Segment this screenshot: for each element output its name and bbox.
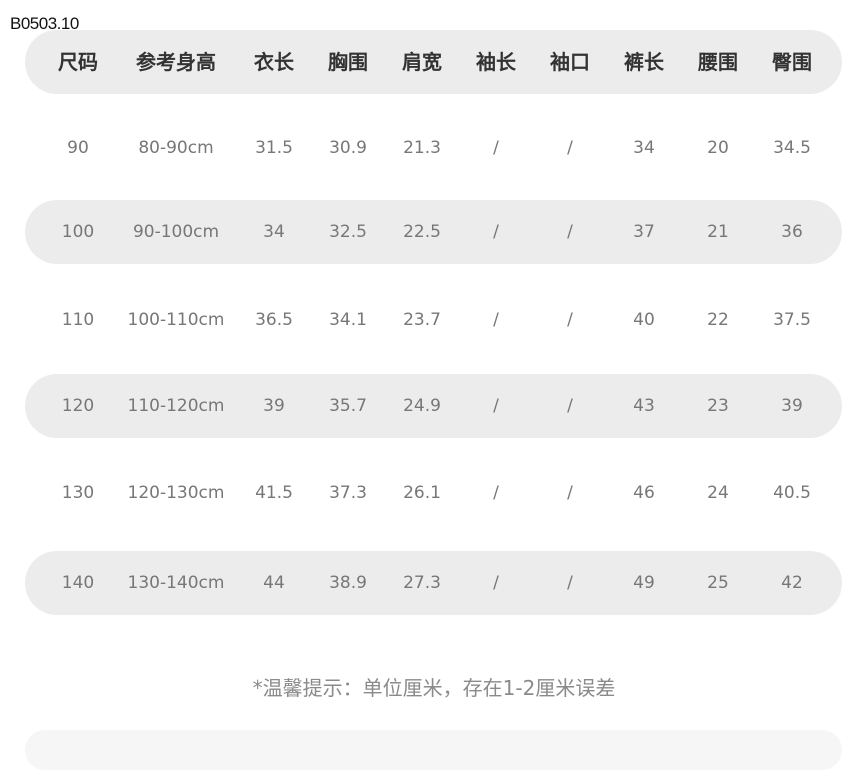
table-cell: 34.5 [773,138,811,158]
decorative-band [25,730,842,770]
table-cell: 80-90cm [138,138,214,158]
column-header: 尺码 [58,50,98,74]
table-cell: 37.3 [329,483,367,503]
table-row: 120 110-120cm 39 35.7 24.9 / / 43 23 39 [0,374,868,438]
table-cell: 46 [633,483,655,503]
column-header: 参考身高 [136,50,216,74]
table-cell: / [493,222,499,242]
table-cell: 25 [707,573,729,593]
table-cell: / [567,483,573,503]
table-cell: 30.9 [329,138,367,158]
table-header: 尺码 参考身高 衣长 胸围 肩宽 袖长 袖口 裤长 腰围 臀围 [0,30,868,94]
table-row: 140 130-140cm 44 38.9 27.3 / / 49 25 42 [0,551,868,615]
table-cell: 22 [707,310,729,330]
column-header: 袖长 [476,50,516,74]
product-code: B0503.10 [10,14,79,33]
table-row: 90 80-90cm 31.5 30.9 21.3 / / 34 20 34.5 [0,116,868,180]
table-cell: 24.9 [403,396,441,416]
table-cell: 100-110cm [127,310,225,330]
column-header: 肩宽 [402,50,442,74]
table-cell: 120 [61,396,95,416]
table-cell: / [567,396,573,416]
table-cell: / [567,138,573,158]
table-cell: 39 [263,396,285,416]
table-cell: 40 [633,310,655,330]
table-cell: 36.5 [255,310,293,330]
table-cell: / [493,310,499,330]
column-header: 裤长 [624,50,664,74]
table-row: 110 100-110cm 36.5 34.1 23.7 / / 40 22 37.5 [0,288,868,352]
table-cell: 37.5 [773,310,811,330]
table-cell: 110 [61,310,95,330]
table-cell: 35.7 [329,396,367,416]
table-cell: 90-100cm [132,222,220,242]
table-cell: 22.5 [403,222,441,242]
table-cell: 43 [633,396,655,416]
table-cell: 120-130cm [127,483,225,503]
table-cell: 140 [61,573,95,593]
table-cell: 24 [707,483,729,503]
table-cell: 34 [263,222,285,242]
table-cell: / [493,483,499,503]
column-header: 衣长 [254,50,294,74]
table-cell: 49 [633,573,655,593]
table-cell: 39 [781,396,803,416]
row-background [25,551,842,615]
table-cell: 23.7 [403,310,441,330]
table-cell: 38.9 [329,573,367,593]
row-background [25,30,842,94]
table-cell: 42 [781,573,803,593]
table-cell: / [567,310,573,330]
table-cell: 27.3 [403,573,441,593]
table-cell: 26.1 [403,483,441,503]
table-cell: 40.5 [773,483,811,503]
column-header: 袖口 [550,50,590,74]
table-cell: / [567,222,573,242]
table-cell: 21 [707,222,729,242]
column-header: 腰围 [698,50,738,74]
table-cell: 130 [61,483,95,503]
table-cell: 23 [707,396,729,416]
table-cell: / [567,573,573,593]
row-background [25,374,842,438]
table-row: 100 90-100cm 34 32.5 22.5 / / 37 21 36 [0,200,868,264]
table-cell: / [493,573,499,593]
table-cell: 34 [633,138,655,158]
table-row: 130 120-130cm 41.5 37.3 26.1 / / 46 24 40.5 [0,461,868,525]
table-cell: 90 [67,138,89,158]
table-cell: 41.5 [255,483,293,503]
row-background [25,200,842,264]
table-cell: 32.5 [329,222,367,242]
table-cell: 34.1 [329,310,367,330]
measurement-note: *温馨提示：单位厘米，存在1-2厘米误差 [252,676,616,700]
table-cell: 31.5 [255,138,293,158]
table-cell: 110-120cm [127,396,225,416]
table-cell: / [493,396,499,416]
column-header: 臀围 [772,50,812,74]
table-cell: 130-140cm [127,573,225,593]
table-cell: 44 [263,573,285,593]
table-cell: 37 [633,222,655,242]
table-cell: 100 [61,222,95,242]
table-cell: 36 [781,222,803,242]
table-cell: 20 [707,138,729,158]
table-cell: 21.3 [403,138,441,158]
table-cell: / [493,138,499,158]
column-header: 胸围 [328,50,368,74]
